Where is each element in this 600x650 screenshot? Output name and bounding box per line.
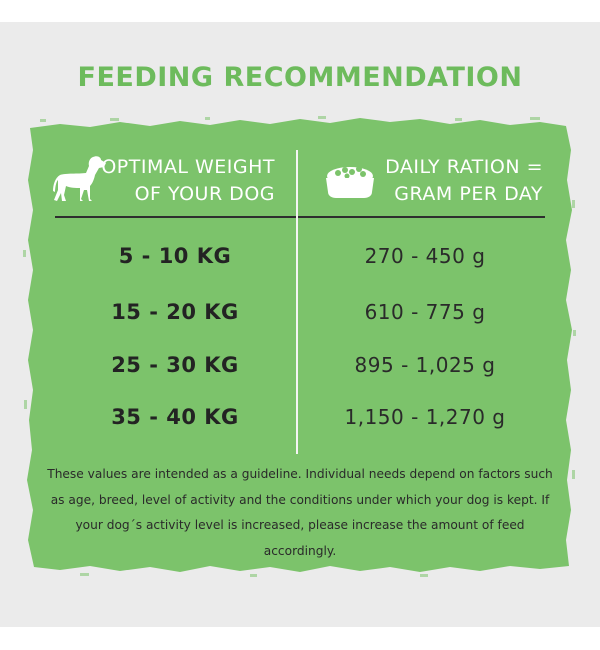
weight-cell: 5 - 10 KG xyxy=(118,244,232,268)
ration-cell: 1,150 - 1,270 g xyxy=(344,405,506,429)
weight-cell: 15 - 20 KG xyxy=(111,300,239,324)
ration-cell: 895 - 1,025 g xyxy=(354,353,496,377)
header-weight: OPTIMAL WEIGHT OF YOUR DOG xyxy=(100,154,275,208)
header-weight-line2: OF YOUR DOG xyxy=(134,183,275,205)
panel-background xyxy=(27,118,572,572)
ration-cell: 270 - 450 g xyxy=(364,244,486,268)
header-ration-line1: DAILY RATION = xyxy=(385,156,543,178)
page-title: FEEDING RECOMMENDATION xyxy=(77,62,523,93)
column-divider xyxy=(296,150,298,454)
dog-icon xyxy=(53,156,106,201)
header-divider xyxy=(55,216,545,218)
ration-cell: 610 - 775 g xyxy=(364,300,486,324)
header-weight-line1: OPTIMAL WEIGHT xyxy=(101,156,275,178)
panel-edge-texture xyxy=(23,116,576,577)
header-ration: DAILY RATION = GRAM PER DAY xyxy=(380,154,543,208)
food-bowl-icon xyxy=(326,166,374,198)
header-ration-line2: GRAM PER DAY xyxy=(394,183,543,205)
weight-cell: 35 - 40 KG xyxy=(111,405,239,429)
weight-cell: 25 - 30 KG xyxy=(111,353,239,377)
footnote: These values are intended as a guideline… xyxy=(47,467,553,558)
